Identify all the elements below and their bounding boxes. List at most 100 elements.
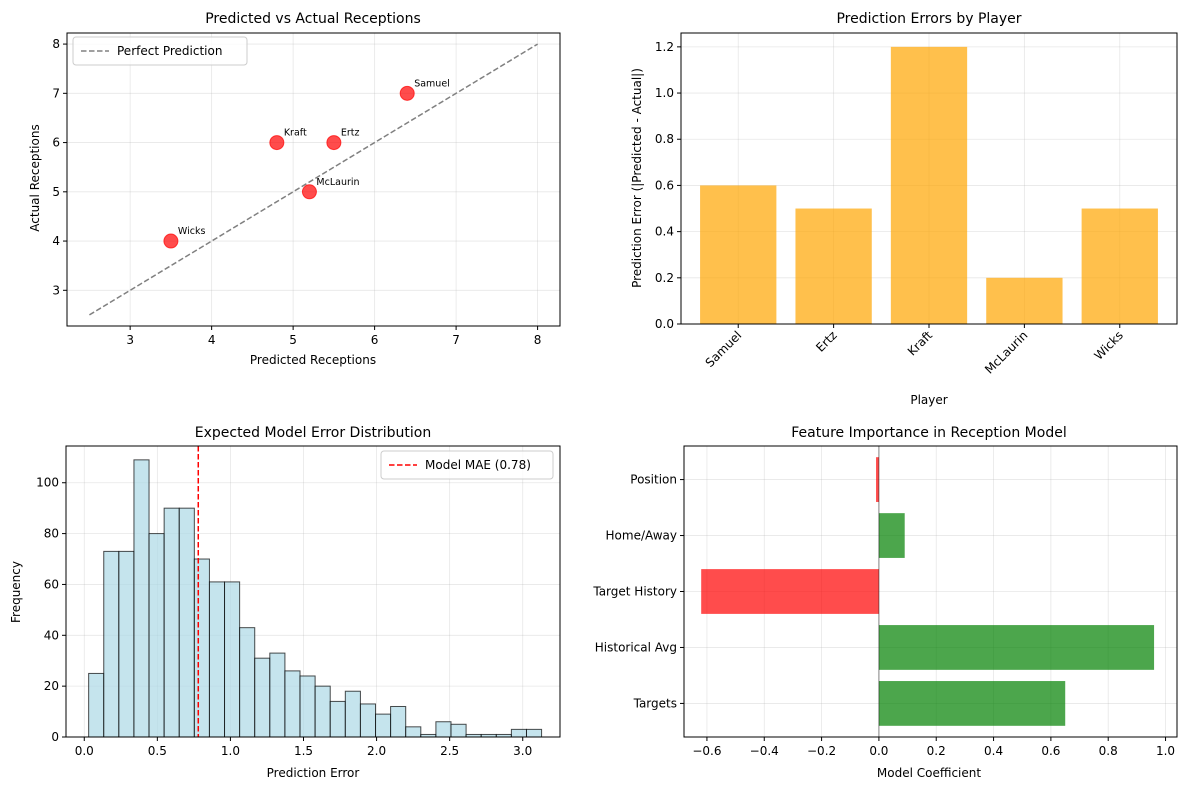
feature-bar xyxy=(878,513,905,558)
histogram-bar xyxy=(299,675,316,738)
y-tick-label: 4 xyxy=(52,234,60,248)
legend-label: Model MAE (0.78) xyxy=(425,458,531,472)
scatter-point xyxy=(326,135,342,151)
x-tick-label: Ertz xyxy=(813,328,840,355)
legend-label: Perfect Prediction xyxy=(117,44,222,58)
histogram-bar xyxy=(254,657,271,738)
y-tick-label: 0.2 xyxy=(655,271,674,285)
y-tick-label: 0.8 xyxy=(655,132,674,146)
scatter-title: Predicted vs Actual Receptions xyxy=(205,11,421,27)
histogram-bar xyxy=(329,700,346,738)
y-tick-label: 5 xyxy=(52,185,60,199)
y-tick-label: Home/Away xyxy=(606,529,677,543)
scatter-point xyxy=(399,85,415,101)
bar xyxy=(986,277,1063,324)
histogram-bar xyxy=(510,728,527,738)
y-tick-label: 100 xyxy=(36,476,59,490)
bar-ylabel: Prediction Error (|Predicted - Actual|) xyxy=(630,68,644,288)
y-tick-label: 6 xyxy=(52,136,60,150)
bar xyxy=(890,46,968,324)
x-tick-label: 0.0 xyxy=(869,744,888,758)
x-tick-label: Samuel xyxy=(703,328,745,370)
y-tick-label: 1.2 xyxy=(655,40,674,54)
histogram-bar xyxy=(208,581,226,738)
y-tick-label: 8 xyxy=(52,37,60,51)
y-tick-label: 20 xyxy=(44,679,59,693)
scatter-grid xyxy=(67,33,560,326)
x-tick-label: McLaurin xyxy=(982,328,1030,376)
bar xyxy=(700,185,777,324)
y-tick-label: 0 xyxy=(51,730,59,744)
x-tick-label: 0.2 xyxy=(927,744,946,758)
histogram-bar xyxy=(314,685,331,738)
x-tick-label: 4 xyxy=(208,333,216,347)
y-tick-label: Position xyxy=(630,473,677,487)
hist-bars xyxy=(88,459,543,738)
hist-ticks: 0.0 0.5 1.0 1.5 2.0 2.5 3.0 0 20 40 60 80 100 xyxy=(36,476,532,758)
x-tick-label: 6 xyxy=(371,333,379,347)
x-tick-label: 0.4 xyxy=(984,744,1003,758)
y-tick-label: 40 xyxy=(44,628,59,642)
histogram-bar xyxy=(178,507,195,738)
x-tick-label: 0.8 xyxy=(1099,744,1118,758)
x-tick-label: 2.0 xyxy=(367,744,386,758)
histogram-bar xyxy=(193,558,210,738)
x-tick-label: 7 xyxy=(452,333,460,347)
x-tick-label: 3.0 xyxy=(513,744,532,758)
point-label: Samuel xyxy=(414,78,450,89)
feature-panel: Feature Importance in Reception Model Mo… xyxy=(592,425,1178,780)
histogram-bar xyxy=(118,550,135,738)
hist-title: Expected Model Error Distribution xyxy=(195,425,432,441)
scatter-point xyxy=(301,184,317,200)
bar xyxy=(1081,208,1158,324)
scatter-ylabel: Actual Receptions xyxy=(28,124,42,231)
hist-ylabel: Frequency xyxy=(9,561,23,623)
scatter-point xyxy=(163,233,179,249)
scatter-ticks: 3 4 5 6 7 8 3 4 5 6 7 8 xyxy=(52,37,541,347)
x-tick-label: 0.6 xyxy=(1041,744,1060,758)
histogram-bar xyxy=(133,459,150,738)
scatter-points: Samuel Ertz Kraft McLaurin Wicks xyxy=(163,78,450,249)
x-tick-label: 1.0 xyxy=(1156,744,1175,758)
x-tick-label: Wicks xyxy=(1091,328,1125,362)
feature-xlabel: Model Coefficient xyxy=(877,766,981,780)
histogram-bar xyxy=(103,550,120,738)
feature-axes-frame xyxy=(683,445,1178,738)
histogram-bar xyxy=(390,705,407,738)
feature-bar xyxy=(878,625,1155,670)
x-tick-label: −0.6 xyxy=(692,744,721,758)
histogram-bar xyxy=(284,670,301,738)
hist-axes-frame xyxy=(65,445,561,738)
feature-bars xyxy=(701,457,1155,726)
y-tick-label: Target History xyxy=(592,585,677,599)
scatter-panel: Predicted vs Actual Receptions Predicted… xyxy=(28,11,561,367)
y-tick-label: Targets xyxy=(633,696,677,710)
x-tick-label: 0.0 xyxy=(75,744,94,758)
histogram-bar xyxy=(88,672,105,738)
scatter-axes-frame xyxy=(66,32,561,327)
bar-bars xyxy=(700,46,1158,324)
histogram-bar xyxy=(239,627,256,738)
point-label: Wicks xyxy=(178,226,206,237)
hist-xlabel: Prediction Error xyxy=(267,766,360,780)
histogram-bar xyxy=(224,581,241,738)
scatter-legend: Perfect Prediction xyxy=(72,36,248,66)
histogram-bar xyxy=(344,690,361,738)
y-tick-label: 0.6 xyxy=(655,178,674,192)
y-tick-label: 0.0 xyxy=(655,317,674,331)
y-tick-label: 1.0 xyxy=(655,86,674,100)
legend-box xyxy=(72,36,248,66)
x-tick-label: 1.5 xyxy=(294,744,313,758)
x-tick-label: −0.4 xyxy=(750,744,779,758)
feature-title: Feature Importance in Reception Model xyxy=(791,425,1066,441)
y-tick-label: 3 xyxy=(52,283,60,297)
x-tick-label: 2.5 xyxy=(440,744,459,758)
x-tick-label: 5 xyxy=(289,333,297,347)
scatter-xlabel: Predicted Receptions xyxy=(250,353,376,367)
bar-panel: Prediction Errors by Player Player Predi… xyxy=(630,11,1178,407)
x-tick-label: 3 xyxy=(126,333,134,347)
feature-bar xyxy=(876,457,879,502)
bar-title: Prediction Errors by Player xyxy=(836,11,1021,27)
feature-ticks: −0.6 −0.4 −0.2 0.0 0.2 0.4 0.6 0.8 1.0 Targets His… xyxy=(592,473,1175,758)
